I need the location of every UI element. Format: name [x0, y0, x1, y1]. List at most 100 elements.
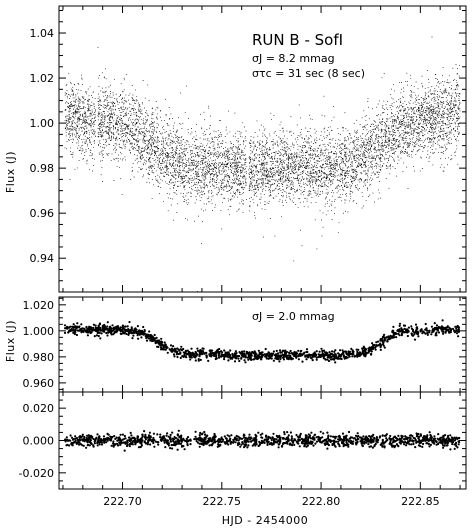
data-point [104, 104, 106, 106]
data-point [416, 135, 418, 137]
data-point [377, 172, 379, 174]
data-point [368, 155, 370, 157]
data-point [354, 175, 356, 177]
data-point [71, 112, 73, 114]
data-point [411, 119, 413, 121]
data-point [219, 136, 221, 138]
data-point [455, 126, 457, 128]
data-point [258, 171, 260, 172]
data-point [250, 135, 252, 137]
data-point [302, 154, 304, 156]
data-point [306, 165, 308, 167]
data-point [74, 111, 76, 113]
data-point [72, 112, 74, 114]
data-point [340, 150, 342, 151]
data-point [144, 126, 145, 128]
data-point [407, 131, 409, 133]
data-point [143, 127, 145, 129]
data-point [221, 156, 223, 158]
data-point [303, 141, 305, 143]
data-point [287, 186, 289, 188]
data-point [306, 200, 308, 202]
data-point [200, 158, 202, 159]
data-point [437, 110, 438, 112]
data-point [119, 117, 121, 119]
data-point [116, 122, 118, 124]
data-point [232, 175, 234, 177]
data-point [175, 152, 177, 154]
data-point [361, 117, 363, 119]
data-point [442, 133, 444, 135]
data-point [399, 110, 400, 112]
data-point [128, 149, 130, 151]
data-point [337, 231, 339, 233]
data-point [175, 142, 177, 144]
data-point [311, 153, 313, 155]
data-point [332, 182, 334, 184]
data-point [399, 124, 401, 126]
data-point [345, 199, 347, 201]
data-point [77, 147, 79, 149]
data-point [101, 152, 103, 154]
data-point [111, 153, 113, 155]
data-point [258, 142, 260, 144]
data-point [270, 161, 272, 163]
data-point [259, 167, 261, 169]
data-point [276, 181, 278, 183]
data-point [334, 198, 336, 200]
data-point [382, 106, 383, 108]
data-point [242, 212, 244, 214]
data-point [203, 203, 205, 205]
data-point [199, 191, 201, 193]
data-point [320, 191, 322, 193]
data-point [172, 150, 174, 151]
data-point [234, 191, 236, 193]
data-point [333, 176, 335, 177]
data-point [77, 140, 79, 142]
data-point [209, 168, 210, 170]
data-point [79, 137, 80, 139]
data-point [405, 131, 407, 133]
data-point [370, 151, 372, 153]
data-point [77, 107, 79, 109]
data-point [213, 144, 215, 146]
data-point [391, 103, 393, 105]
data-point [81, 152, 83, 154]
data-point [109, 120, 111, 121]
data-point [360, 150, 362, 152]
data-point [135, 100, 137, 102]
data-point [211, 137, 213, 139]
data-point [159, 132, 161, 134]
data-point [445, 90, 447, 92]
data-point [382, 145, 384, 147]
data-point [321, 184, 323, 186]
data-point [372, 178, 374, 180]
data-point [341, 161, 343, 163]
data-point [420, 131, 422, 133]
data-point [304, 190, 306, 192]
data-point [451, 113, 453, 115]
data-point [93, 112, 95, 114]
data-point [116, 117, 118, 119]
data-point [292, 155, 294, 157]
data-point [128, 125, 130, 127]
data-point [131, 131, 133, 133]
data-point [245, 145, 247, 147]
data-point [140, 110, 142, 112]
data-point [249, 156, 251, 158]
data-point [272, 179, 274, 180]
data-point [151, 154, 153, 156]
data-point [457, 136, 458, 138]
data-point [166, 168, 168, 169]
data-point [206, 139, 208, 141]
data-point [249, 189, 251, 191]
data-point [74, 126, 76, 128]
data-point [79, 102, 81, 104]
data-point [320, 175, 321, 177]
data-point [210, 115, 211, 117]
data-point [256, 149, 257, 151]
data-point [184, 145, 186, 147]
data-point [216, 139, 218, 141]
data-point [218, 146, 220, 148]
data-point [308, 190, 310, 192]
